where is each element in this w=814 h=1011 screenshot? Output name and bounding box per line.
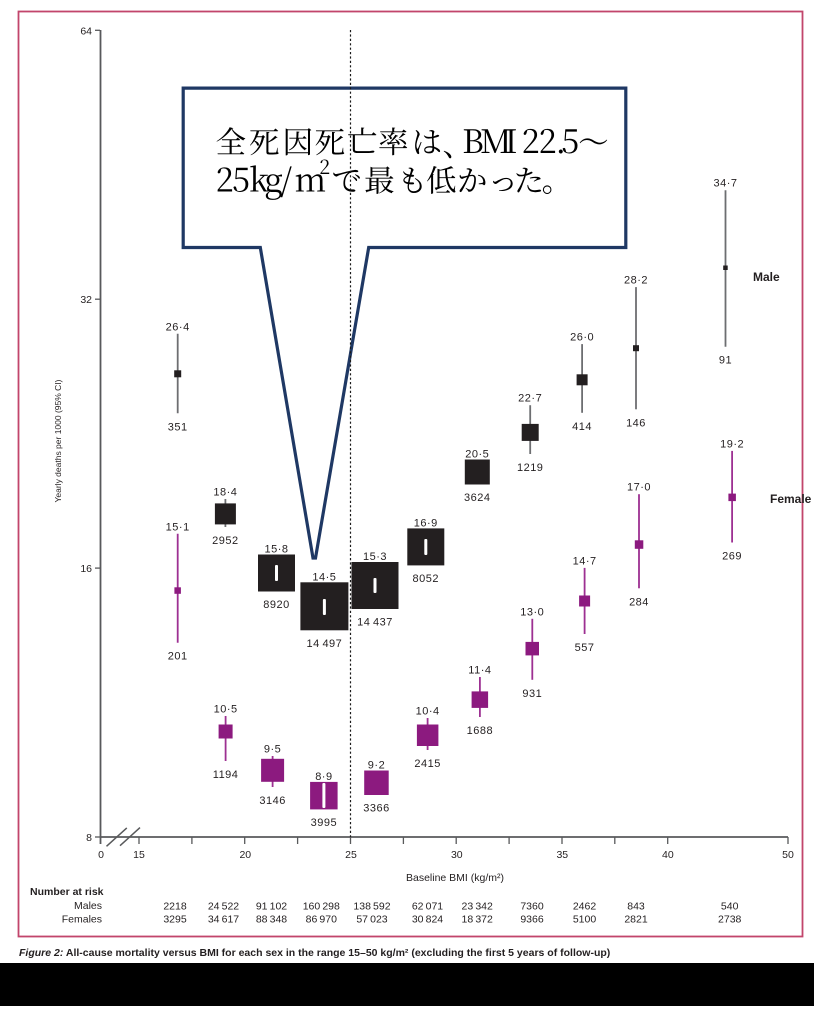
svg-text:24 522: 24 522 (208, 901, 239, 913)
svg-text:8·9: 8·9 (315, 771, 332, 783)
svg-text:557: 557 (575, 642, 595, 654)
svg-text:18 372: 18 372 (462, 914, 493, 926)
svg-text:15·8: 15·8 (264, 544, 288, 556)
svg-text:22·7: 22·7 (518, 393, 542, 405)
svg-text:20·5: 20·5 (465, 449, 489, 461)
svg-text:30: 30 (451, 849, 463, 861)
svg-text:91: 91 (719, 355, 732, 367)
svg-text:10·4: 10·4 (416, 706, 440, 718)
svg-text:11·4: 11·4 (468, 665, 491, 677)
svg-text:414: 414 (572, 421, 592, 433)
svg-text:540: 540 (721, 901, 739, 913)
svg-text:9·2: 9·2 (368, 760, 385, 772)
svg-text:25: 25 (345, 849, 357, 861)
svg-text:26·4: 26·4 (166, 321, 190, 333)
svg-text:160 298: 160 298 (303, 901, 340, 913)
svg-text:3624: 3624 (464, 492, 490, 504)
svg-text:Figure 2: All-cause mortality: Figure 2: All-cause mortality versus BMI… (19, 947, 610, 959)
svg-text:13·0: 13·0 (520, 606, 544, 618)
svg-text:8: 8 (86, 832, 92, 844)
svg-text:2821: 2821 (624, 914, 648, 926)
svg-text:5100: 5100 (573, 914, 597, 926)
svg-text:18·4: 18·4 (213, 487, 237, 499)
svg-text:3995: 3995 (311, 817, 337, 829)
svg-text:2415: 2415 (414, 758, 440, 770)
svg-text:Male: Male (753, 270, 780, 284)
svg-text:3366: 3366 (363, 803, 389, 815)
svg-text:62 071: 62 071 (412, 901, 443, 913)
svg-text:138 592: 138 592 (353, 901, 390, 913)
svg-text:91 102: 91 102 (256, 901, 287, 913)
svg-text:14 497: 14 497 (307, 638, 343, 650)
svg-text:64: 64 (80, 25, 92, 37)
svg-text:14 437: 14 437 (357, 617, 393, 629)
svg-text:16·9: 16·9 (414, 517, 438, 529)
svg-text:57 023: 57 023 (356, 914, 387, 926)
svg-text:931: 931 (522, 688, 542, 700)
svg-text:1688: 1688 (467, 725, 493, 737)
svg-text:28·2: 28·2 (624, 275, 648, 287)
svg-text:284: 284 (629, 596, 649, 608)
svg-text:40: 40 (662, 849, 674, 861)
svg-text:14·7: 14·7 (573, 555, 597, 567)
svg-text:15·1: 15·1 (166, 521, 190, 533)
svg-text:Yearly deaths per 1000 (95% CI: Yearly deaths per 1000 (95% CI) (53, 379, 63, 502)
svg-text:0: 0 (98, 849, 104, 861)
svg-text:34 617: 34 617 (208, 914, 239, 926)
svg-text:Females: Females (62, 914, 102, 926)
svg-text:8920: 8920 (263, 599, 289, 611)
svg-text:1194: 1194 (213, 769, 239, 781)
svg-text:351: 351 (168, 421, 188, 433)
svg-text:2738: 2738 (718, 914, 742, 926)
svg-text:Number at risk: Number at risk (30, 886, 104, 898)
svg-text:20: 20 (239, 849, 251, 861)
svg-text:3146: 3146 (259, 795, 285, 807)
svg-text:23 342: 23 342 (462, 901, 493, 913)
svg-text:Males: Males (74, 900, 102, 912)
svg-text:34·7: 34·7 (713, 178, 737, 190)
svg-text:7360: 7360 (520, 901, 544, 913)
svg-text:88 348: 88 348 (256, 914, 287, 926)
svg-text:17·0: 17·0 (627, 482, 651, 494)
svg-text:26·0: 26·0 (570, 332, 594, 344)
svg-text:10·5: 10·5 (214, 704, 238, 716)
svg-text:843: 843 (627, 901, 645, 913)
svg-text:Baseline BMI (kg/m²): Baseline BMI (kg/m²) (406, 872, 504, 884)
svg-text:15: 15 (133, 849, 145, 861)
svg-text:2952: 2952 (212, 535, 238, 547)
svg-text:16: 16 (80, 563, 92, 575)
svg-text:19·2: 19·2 (720, 438, 744, 450)
svg-text:8052: 8052 (413, 573, 439, 585)
svg-text:146: 146 (626, 417, 646, 429)
svg-text:1219: 1219 (517, 462, 543, 474)
svg-text:32: 32 (80, 294, 92, 306)
svg-text:Female: Female (770, 492, 812, 506)
svg-text:2218: 2218 (163, 901, 187, 913)
svg-text:14·5: 14·5 (312, 571, 336, 583)
svg-text:30 824: 30 824 (412, 914, 443, 926)
svg-text:201: 201 (168, 651, 188, 663)
svg-text:15·3: 15·3 (363, 551, 387, 563)
svg-text:2462: 2462 (573, 901, 597, 913)
svg-text:86 970: 86 970 (306, 914, 337, 926)
svg-text:35: 35 (556, 849, 568, 861)
svg-text:9·5: 9·5 (264, 744, 281, 756)
svg-text:50: 50 (782, 849, 794, 861)
svg-text:9366: 9366 (520, 914, 544, 926)
svg-text:269: 269 (722, 551, 742, 563)
svg-text:3295: 3295 (163, 914, 187, 926)
